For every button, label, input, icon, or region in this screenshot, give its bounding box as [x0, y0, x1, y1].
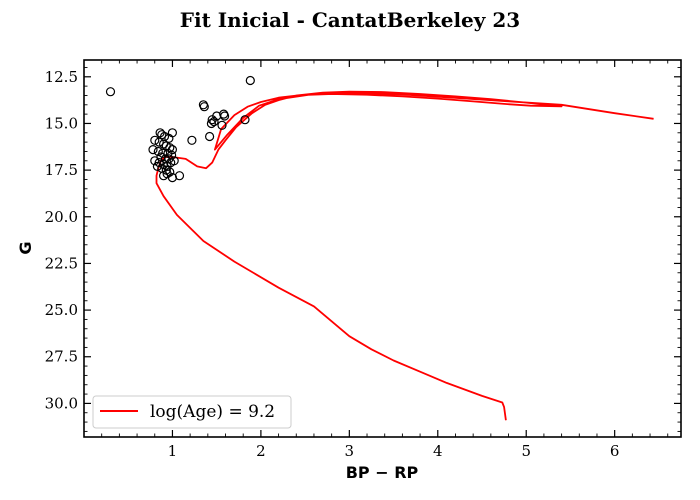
- x-tick-label: 3: [345, 442, 355, 460]
- star-point: [105, 87, 116, 97]
- plot-frame: [83, 59, 682, 438]
- y-tick-label: 27.5: [45, 348, 78, 366]
- star-point: [153, 146, 163, 157]
- y-tick-label: 22.5: [45, 254, 78, 272]
- x-tick-label: 2: [256, 442, 266, 460]
- star-point: [207, 115, 217, 125]
- y-tick-label: 15.0: [45, 114, 78, 132]
- star-point: [187, 135, 197, 145]
- star-point: [152, 161, 162, 171]
- x-tick-label: 5: [521, 442, 531, 460]
- x-tick-label: 4: [433, 442, 443, 460]
- x-tick-label: 6: [610, 442, 620, 460]
- star-point: [169, 156, 179, 166]
- y-axis-label: G: [16, 241, 35, 254]
- chart-title: Fit Inicial - CantatBerkeley 23: [180, 8, 520, 32]
- legend-label: log(Age) = 9.2: [150, 402, 275, 422]
- plot-area: [105, 75, 654, 421]
- legend: log(Age) = 9.2: [92, 395, 292, 429]
- star-point: [154, 137, 164, 147]
- legend-box: [92, 395, 292, 429]
- star-point: [174, 171, 185, 181]
- star-point: [148, 145, 158, 155]
- isochrone-line: [155, 90, 654, 421]
- star-point: [150, 156, 160, 166]
- ticks-layer: 1 2 3 4 5 6 12.5 15.0 17.5 20.0 22.5 25.0 27.5 30.0: [45, 60, 681, 460]
- star-point: [205, 131, 215, 142]
- star-point: [217, 120, 227, 130]
- y-tick-label: 17.5: [45, 161, 78, 179]
- y-tick-label: 20.0: [45, 208, 78, 226]
- x-axis-label: BP − RP: [346, 463, 419, 482]
- y-tick-label: 12.5: [45, 68, 78, 86]
- star-point: [150, 135, 160, 145]
- star-point: [209, 116, 219, 127]
- x-tick-label: 1: [168, 442, 178, 460]
- star-point: [245, 75, 255, 86]
- y-tick-label: 25.0: [45, 301, 78, 319]
- y-tick-label: 30.0: [45, 394, 78, 412]
- star-point: [206, 118, 216, 129]
- star-point: [240, 115, 250, 125]
- star-point: [199, 102, 209, 112]
